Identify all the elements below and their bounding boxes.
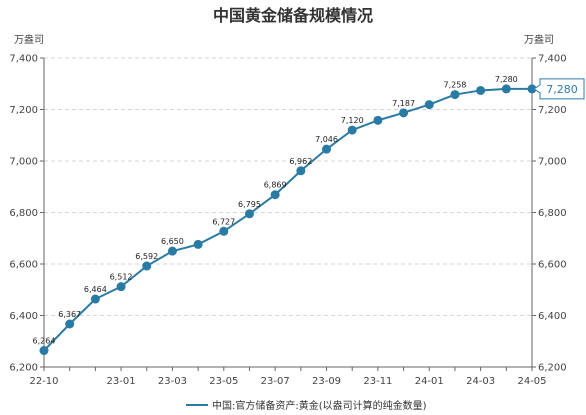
x-tick-label: 23-07 xyxy=(261,376,290,387)
data-label: 6,650 xyxy=(161,237,184,246)
data-point xyxy=(244,209,254,219)
x-tick-label: 23-05 xyxy=(209,376,238,387)
data-point xyxy=(65,319,75,329)
y-tick-label-left: 6,800 xyxy=(9,208,38,219)
data-label: 7,258 xyxy=(443,81,466,90)
data-point xyxy=(501,84,511,94)
data-point xyxy=(322,144,332,154)
y-tick-label-right: 6,800 xyxy=(538,208,567,219)
y-unit-left: 万盎司 xyxy=(14,33,44,46)
y-tick-label-right: 6,200 xyxy=(538,363,567,374)
legend-label: 中国:官方储备资产:黄金(以盎司计算的纯金数量) xyxy=(212,399,427,412)
data-point xyxy=(116,282,126,292)
data-label: 6,367 xyxy=(58,310,81,319)
series xyxy=(39,84,537,356)
data-point xyxy=(142,261,152,271)
x-ticks: 22-10 23-01 23-03 23-05 23-07 23-09 23-11 24-01… xyxy=(29,367,547,387)
data-label: 7,187 xyxy=(392,99,415,108)
y-ticks-left: 6,200 6,400 6,600 6,800 7,000 7,200 7,400 xyxy=(9,54,44,374)
y-tick-label-left: 7,000 xyxy=(9,157,38,168)
y-ticks-right: 6,200 6,400 6,600 6,800 7,000 7,200 7,400 xyxy=(532,54,567,374)
last-value-callout: 7,280 xyxy=(533,78,585,100)
data-label: 6,727 xyxy=(212,217,235,226)
x-tick-label: 23-03 xyxy=(158,376,187,387)
y-tick-label-left: 7,400 xyxy=(9,54,38,65)
data-point xyxy=(219,226,229,236)
data-point xyxy=(399,108,409,118)
data-point xyxy=(39,346,49,356)
y-tick-label-left: 7,200 xyxy=(9,105,38,116)
data-label: 6,464 xyxy=(84,285,107,294)
data-label: 6,795 xyxy=(238,200,261,209)
x-tick-label: 23-09 xyxy=(312,376,341,387)
y-tick-label-right: 7,200 xyxy=(538,105,567,116)
data-label: 6,592 xyxy=(135,252,158,261)
data-point xyxy=(476,85,486,95)
x-tick-label: 24-05 xyxy=(517,376,546,387)
data-point xyxy=(424,100,434,110)
x-tick-label: 22-10 xyxy=(29,376,58,387)
y-tick-label-right: 7,000 xyxy=(538,157,567,168)
series-line xyxy=(43,87,532,352)
legend[interactable]: 中国:官方储备资产:黄金(以盎司计算的纯金数量) xyxy=(186,399,427,412)
data-label: 6,264 xyxy=(33,337,56,346)
y-tick-label-right: 7,400 xyxy=(538,54,567,65)
data-point xyxy=(347,125,357,135)
data-label: 6,512 xyxy=(110,273,133,282)
callout-box xyxy=(533,78,585,100)
data-point xyxy=(527,84,537,94)
y-tick-label-left: 6,600 xyxy=(9,260,38,271)
x-tick-label: 24-03 xyxy=(466,376,495,387)
data-point xyxy=(296,166,306,176)
data-point xyxy=(270,190,280,200)
y-tick-label-right: 6,400 xyxy=(538,311,567,322)
y-tick-label-right: 6,600 xyxy=(538,260,567,271)
chart-title: 中国黄金储备规模情况 xyxy=(213,6,373,25)
data-point xyxy=(193,239,203,249)
data-point xyxy=(90,294,100,304)
data-label: 6,869 xyxy=(264,181,287,190)
data-label: 7,046 xyxy=(315,135,338,144)
data-label: 7,120 xyxy=(341,116,364,125)
grid xyxy=(44,57,532,316)
data-point xyxy=(167,246,177,256)
x-tick-label: 24-01 xyxy=(415,376,444,387)
x-tick-label: 23-01 xyxy=(107,376,136,387)
data-point xyxy=(373,115,383,125)
x-tick-label: 23-11 xyxy=(363,376,392,387)
y-unit-right: 万盎司 xyxy=(524,33,554,46)
y-tick-label-left: 6,400 xyxy=(9,311,38,322)
data-point xyxy=(450,90,460,100)
y-tick-label-left: 6,200 xyxy=(9,363,38,374)
callout-value: 7,280 xyxy=(546,83,578,96)
data-label: 6,962 xyxy=(289,157,312,166)
data-label: 7,280 xyxy=(495,75,518,84)
